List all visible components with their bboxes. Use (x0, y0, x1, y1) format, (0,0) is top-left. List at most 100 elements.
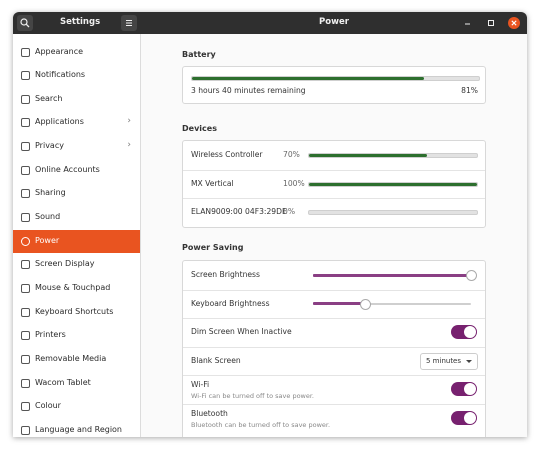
level-bar-fill (309, 154, 427, 157)
item-icon (21, 189, 30, 199)
item-icon (21, 284, 30, 293)
item-label: Sound (35, 212, 61, 222)
toggle-switch[interactable] (451, 382, 477, 396)
dropdown-value: 5 minutes (426, 356, 462, 365)
dropdown[interactable]: 5 minutes (420, 352, 478, 370)
sidebar-item[interactable]: Notifications (13, 64, 140, 87)
item-icon (21, 402, 30, 412)
content: Battery 3 hours 40 minutes remaining 81% De… (13, 12, 527, 437)
level-bar-track (308, 210, 478, 216)
row-separator (183, 318, 485, 319)
sidebar-item[interactable]: Printers (13, 324, 140, 347)
device-name: Wireless Controller (191, 150, 263, 159)
row-label: Screen Brightness (191, 270, 260, 279)
level-bar-fill (309, 182, 477, 186)
sidebar-item[interactable]: Screen Display (13, 253, 140, 276)
sidebar-item[interactable]: Removable Media (13, 348, 140, 371)
item-icon (21, 260, 30, 270)
slider-handle[interactable] (360, 298, 372, 310)
sidebar-title: Settings (60, 17, 101, 27)
sidebar-item[interactable]: Mouse & Touchpad (13, 277, 140, 300)
section-heading: Devices (182, 124, 217, 133)
item-label: Keyboard Shortcuts (35, 306, 114, 316)
item-label: Language and Region (35, 424, 123, 434)
item-icon (21, 354, 30, 364)
row-separator (183, 346, 485, 348)
page-title: Power (319, 17, 349, 27)
sidebar-item[interactable]: Language and Region (13, 419, 140, 437)
devices-box: Wireless Controller 70% MX Vertical 100% ELA… (182, 140, 486, 228)
sidebar-item[interactable]: Wacom Tablet (13, 372, 140, 395)
item-label: Removable Media (35, 353, 107, 363)
item-icon (21, 118, 30, 128)
battery-status: 3 hours 40 minutes remaining (191, 86, 306, 95)
item-icon (21, 47, 30, 57)
item-label: Power (35, 235, 60, 245)
submenu-chevron: › (127, 140, 131, 151)
device-percent: 70% (283, 150, 300, 159)
section-heading: Power Saving (182, 243, 244, 252)
row-label: Bluetooth (191, 408, 228, 418)
level-bar-track (308, 181, 478, 187)
header-bar: Settings Power (13, 12, 527, 34)
sidebar-item[interactable]: Appearance (13, 41, 140, 64)
toggle-knob (464, 411, 476, 424)
toggle-switch[interactable] (451, 410, 477, 425)
sidebar: Appearance Notifications Search Application… (13, 34, 141, 437)
settings-window: Settings Power Appearance Notifications Se… (13, 12, 527, 437)
battery-box: 3 hours 40 minutes remaining 81% (182, 66, 486, 104)
row-description: Bluetooth can be turned off to save powe… (191, 420, 331, 429)
row-label: Wi-Fi (191, 380, 210, 389)
sidebar-item[interactable]: Colour (13, 395, 140, 418)
row-separator (183, 169, 485, 171)
item-icon (21, 236, 30, 246)
sidebar-item[interactable]: Applications › (13, 111, 140, 134)
toggle-switch[interactable] (451, 325, 477, 339)
row-separator (183, 375, 485, 376)
sidebar-item[interactable]: Search (13, 88, 140, 111)
slider-track[interactable] (313, 302, 471, 305)
menu-icon (126, 20, 132, 26)
row-label: Blank Screen (191, 355, 241, 365)
sidebar-item[interactable]: Online Accounts (13, 159, 140, 182)
submenu-chevron: › (127, 116, 131, 127)
item-icon (21, 307, 30, 317)
search-button[interactable] (17, 15, 33, 31)
battery-percent: 81% (461, 86, 478, 95)
item-label: Screen Display (35, 259, 95, 269)
row-description: Wi-Fi can be turned off to save power. (191, 392, 314, 400)
search-icon (20, 18, 30, 28)
toggle-knob (464, 383, 476, 395)
item-icon (21, 165, 30, 175)
item-label: Printers (35, 330, 66, 340)
item-icon (21, 94, 30, 104)
sidebar-item[interactable]: Sharing (13, 182, 140, 205)
row-label: Dim Screen When Inactive (191, 327, 292, 336)
item-icon (21, 425, 30, 435)
row-separator (183, 403, 485, 405)
device-name: MX Vertical (191, 178, 234, 188)
item-label: Notifications (35, 70, 86, 80)
section-heading: Battery (182, 50, 216, 59)
row-separator (183, 198, 485, 200)
level-bar-track (191, 76, 480, 81)
sidebar-item[interactable]: Keyboard Shortcuts (13, 301, 140, 324)
sidebar-item[interactable]: Power (13, 229, 140, 253)
sidebar-item[interactable]: Privacy › (13, 135, 140, 158)
item-label: Search (35, 93, 63, 103)
device-percent: 100% (283, 178, 305, 188)
item-label: Appearance (35, 46, 84, 56)
row-separator (183, 289, 485, 291)
item-label: Mouse & Touchpad (35, 283, 111, 292)
item-label: Sharing (35, 188, 66, 198)
slider-handle[interactable] (466, 270, 477, 281)
sidebar-item[interactable]: Sound (13, 206, 140, 229)
item-icon (21, 71, 30, 81)
menu-button[interactable] (121, 15, 137, 31)
device-name: ELAN9009:00 04F3:29DE (191, 207, 287, 217)
item-icon (21, 213, 30, 223)
item-label: Colour (35, 401, 61, 411)
maximize-button[interactable] (488, 20, 494, 26)
device-percent: 0% (283, 207, 296, 217)
